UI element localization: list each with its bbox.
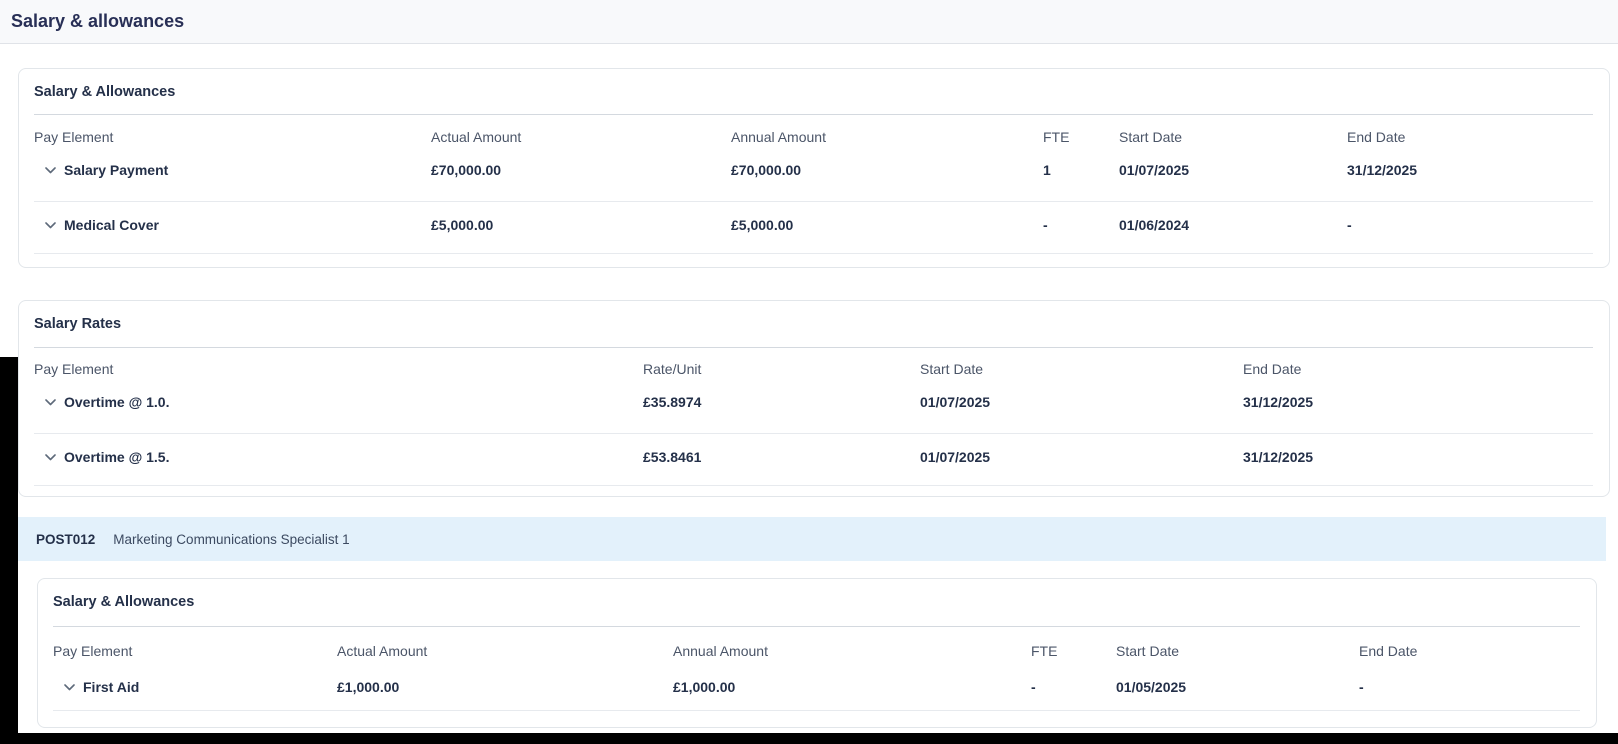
section-heading: Salary Rates (34, 316, 122, 332)
cell-actual-amount: £1,000.00 (337, 679, 400, 695)
cell-annual-amount: £70,000.00 (731, 162, 802, 178)
heading-divider (34, 114, 1593, 115)
table-row[interactable]: Salary Payment £70,000.00 £70,000.00 1 0… (19, 162, 1609, 184)
chevron-down-icon[interactable] (64, 683, 75, 691)
cell-end-date: - (1347, 217, 1352, 233)
row-divider (34, 253, 1593, 254)
cell-end-date: 31/12/2025 (1347, 162, 1418, 178)
cell-end-date: 31/12/2025 (1243, 394, 1314, 410)
chevron-down-icon[interactable] (45, 453, 56, 461)
pay-element-label: First Aid (83, 679, 140, 695)
table-row[interactable]: Medical Cover £5,000.00 £5,000.00 - 01/0… (19, 217, 1609, 239)
pay-element-label: Medical Cover (64, 217, 159, 233)
row-expander-cell[interactable]: Medical Cover (45, 217, 159, 233)
cell-actual-amount: £70,000.00 (431, 162, 502, 178)
cell-rate-unit: £53.8461 (643, 449, 702, 465)
cell-fte: - (1043, 217, 1048, 233)
cell-end-date: 31/12/2025 (1243, 449, 1314, 465)
pay-element-label: Overtime @ 1.5. (64, 449, 170, 465)
page-title: Salary & allowances (11, 11, 185, 31)
cell-rate-unit: £35.8974 (643, 394, 702, 410)
row-divider (34, 201, 1593, 202)
cell-annual-amount: £1,000.00 (673, 679, 736, 695)
chevron-down-icon[interactable] (45, 166, 56, 174)
cell-start-date: 01/07/2025 (1119, 162, 1190, 178)
table-row[interactable]: Overtime @ 1.5. £53.8461 01/07/2025 31/1… (19, 449, 1609, 471)
column-header-row: Pay Element Actual Amount Annual Amount … (19, 129, 1609, 151)
column-header-pay-element: Pay Element (34, 129, 114, 145)
column-header-end-date: End Date (1347, 129, 1406, 145)
cell-annual-amount: £5,000.00 (731, 217, 794, 233)
page-header: Salary & allowances (0, 0, 1618, 44)
post-code: POST012 (36, 531, 96, 547)
row-expander-cell[interactable]: Overtime @ 1.0. (45, 394, 169, 410)
column-header-start-date: Start Date (1119, 129, 1183, 145)
column-header-actual-amount: Actual Amount (431, 129, 522, 145)
column-header-fte: FTE (1031, 643, 1058, 659)
column-header-annual-amount: Annual Amount (731, 129, 826, 145)
row-divider (34, 485, 1593, 486)
column-header-start-date: Start Date (920, 361, 984, 377)
row-expander-cell[interactable]: First Aid (64, 679, 139, 695)
cell-start-date: 01/07/2025 (920, 449, 991, 465)
row-expander-cell[interactable]: Overtime @ 1.5. (45, 449, 169, 465)
cell-start-date: 01/06/2024 (1119, 217, 1190, 233)
column-header-pay-element: Pay Element (34, 361, 114, 377)
heading-divider (53, 626, 1580, 627)
cell-start-date: 01/05/2025 (1116, 679, 1187, 695)
column-header-end-date: End Date (1359, 643, 1418, 659)
heading-divider (34, 347, 1593, 348)
cell-end-date: - (1359, 679, 1364, 695)
section-heading: Salary & Allowances (53, 594, 195, 610)
column-header-row: Pay Element Rate/Unit Start Date End Dat… (19, 361, 1609, 383)
column-header-end-date: End Date (1243, 361, 1302, 377)
chevron-down-icon[interactable] (45, 221, 56, 229)
column-header-fte: FTE (1043, 129, 1070, 145)
row-divider (53, 710, 1580, 711)
cell-start-date: 01/07/2025 (920, 394, 991, 410)
post-banner: POST012 Marketing Communications Special… (18, 517, 1606, 561)
salary-rates-card: Salary Rates Pay Element Rate/Unit Start… (18, 300, 1610, 497)
pay-element-label: Salary Payment (64, 162, 169, 178)
column-header-annual-amount: Annual Amount (673, 643, 768, 659)
section-heading: Salary & Allowances (34, 84, 176, 100)
table-row[interactable]: Overtime @ 1.0. £35.8974 01/07/2025 31/1… (19, 394, 1609, 416)
post-salary-allowances-card: Salary & Allowances Pay Element Actual A… (37, 578, 1597, 728)
column-header-actual-amount: Actual Amount (337, 643, 428, 659)
table-row[interactable]: First Aid £1,000.00 £1,000.00 - 01/05/20… (38, 679, 1596, 701)
chevron-down-icon[interactable] (45, 398, 56, 406)
column-header-row: Pay Element Actual Amount Annual Amount … (38, 643, 1596, 665)
column-header-pay-element: Pay Element (53, 643, 133, 659)
column-header-start-date: Start Date (1116, 643, 1180, 659)
cell-fte: - (1031, 679, 1036, 695)
pay-element-label: Overtime @ 1.0. (64, 394, 170, 410)
column-header-rate-unit: Rate/Unit (643, 361, 702, 377)
cell-fte: 1 (1043, 162, 1051, 178)
row-expander-cell[interactable]: Salary Payment (45, 162, 168, 178)
salary-allowances-card: Salary & Allowances Pay Element Actual A… (18, 68, 1610, 268)
post-title: Marketing Communications Specialist 1 (113, 531, 350, 547)
cell-actual-amount: £5,000.00 (431, 217, 494, 233)
row-divider (34, 433, 1593, 434)
